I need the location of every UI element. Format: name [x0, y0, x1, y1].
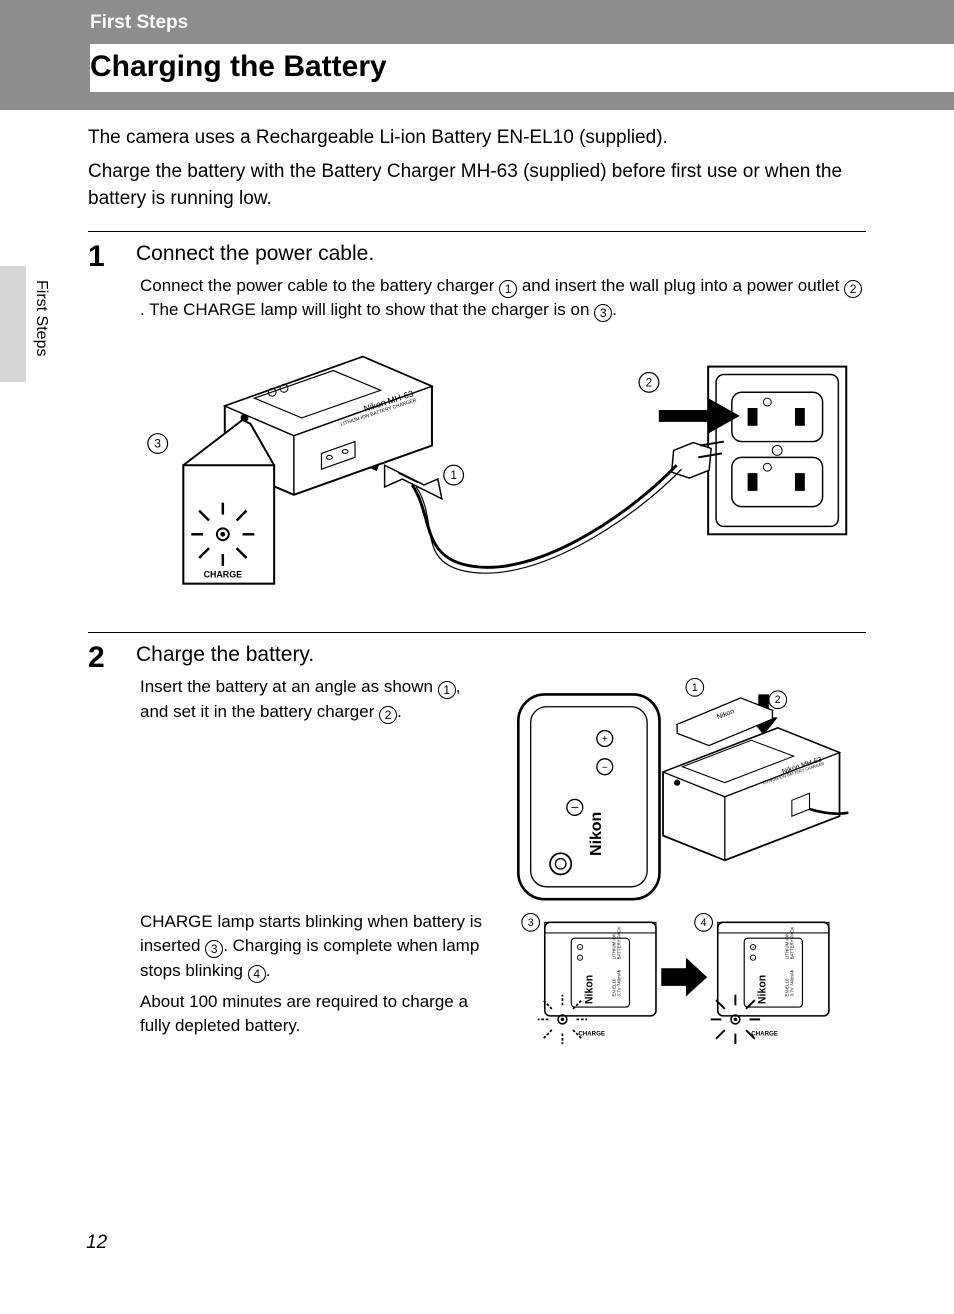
svg-text:−: − — [752, 955, 755, 960]
callout-1-icon: 1 — [444, 465, 464, 485]
charge-label-b1: CHARGE — [578, 1030, 605, 1037]
s2-p2c: . — [266, 961, 271, 980]
svg-text:1: 1 — [692, 682, 698, 694]
svg-text:3: 3 — [528, 917, 534, 929]
charger-blinking-icon: Nikon LITHIUM ION BATTERY PACK EN-EL10 3… — [538, 922, 656, 1044]
step-2-p1: Insert the battery at an angle as shown … — [136, 675, 489, 724]
charge-label-b2: CHARGE — [751, 1030, 778, 1037]
cable-connector-icon — [385, 465, 442, 499]
step-2-row-b: CHARGE lamp starts blinking when battery… — [136, 910, 866, 1056]
svg-text:3.7V 740mAh: 3.7V 740mAh — [790, 969, 795, 996]
circled-s2-3-icon: 3 — [205, 940, 223, 958]
step-1-diagram: Nikon MH-63 LITHIUM ION BATTERY CHARGER … — [136, 337, 866, 603]
intro-text: The camera uses a Rechargeable Li-ion Ba… — [88, 124, 866, 213]
circled-1-icon: 1 — [499, 280, 517, 298]
zoom-callout-icon: CHARGE — [183, 420, 274, 584]
side-tab — [0, 266, 26, 382]
circled-s2-2-icon: 2 — [379, 706, 397, 724]
step-2-number: 2 — [88, 643, 120, 1056]
step-1-title: Connect the power cable. — [136, 242, 866, 266]
svg-text:2: 2 — [646, 375, 653, 389]
step-2-title: Charge the battery. — [136, 643, 866, 667]
side-tab-label: First Steps — [32, 280, 50, 356]
step-2-row-a: Insert the battery at an angle as shown … — [136, 675, 866, 909]
svg-text:−: − — [602, 763, 608, 774]
svg-text:−: − — [579, 955, 582, 960]
callout-2-icon: 2 — [639, 372, 659, 392]
circled-s2-1-icon: 1 — [438, 681, 456, 699]
charger-iso-icon: Nikon MH-63 LITHIUM ION BATTERY CHARGER — [663, 728, 848, 860]
charge-label: CHARGE — [204, 570, 242, 580]
title-band: Charging the Battery — [90, 44, 954, 92]
s1-text-a: Connect the power cable to the battery c… — [140, 276, 499, 295]
svg-text:LITHIUM ION: LITHIUM ION — [784, 932, 789, 959]
s1-text-c: . The CHARGE lamp will light to show tha… — [140, 300, 594, 319]
svg-text:BATTERY PACK: BATTERY PACK — [617, 926, 622, 959]
battery-brand-b1: Nikon — [583, 974, 595, 1003]
intro-p2: Charge the battery with the Battery Char… — [88, 158, 866, 213]
charger-steady-icon: Nikon LITHIUM ION BATTERY PACK EN-EL10 3… — [711, 922, 829, 1044]
s2-p1a: Insert the battery at an angle as shown — [140, 677, 438, 696]
step-2: 2 Charge the battery. Insert the battery… — [88, 632, 866, 1056]
svg-text:1: 1 — [450, 468, 457, 482]
step-2-diagram-b: 3 4 Niko — [513, 910, 866, 1051]
svg-text:2: 2 — [775, 695, 781, 707]
svg-text:+: + — [579, 945, 582, 950]
section-label: First Steps — [90, 12, 954, 34]
battery-brand-b2: Nikon — [756, 974, 768, 1003]
callout-s2-4-icon: 4 — [695, 913, 713, 931]
s1-text-b: and insert the wall plug into a power ou… — [517, 276, 844, 295]
step-2-p2: CHARGE lamp starts blinking when battery… — [136, 910, 489, 984]
svg-text:+: + — [602, 734, 608, 745]
intro-p1: The camera uses a Rechargeable Li-ion Ba… — [88, 124, 866, 152]
s2-p1c: . — [397, 702, 402, 721]
step-2-diagram-a: 1 2 + − — [513, 675, 866, 904]
circled-2-icon: 2 — [844, 280, 862, 298]
page-number: 12 — [86, 1232, 107, 1254]
svg-text:BATTERY PACK: BATTERY PACK — [790, 926, 795, 959]
svg-text:EN-EL10: EN-EL10 — [784, 978, 789, 996]
step-2-p3: About 100 minutes are required to charge… — [136, 990, 489, 1039]
svg-text:+: + — [752, 945, 755, 950]
callout-s2-1-icon: 1 — [686, 679, 704, 697]
circled-3-icon: 3 — [594, 304, 612, 322]
step-1-number: 1 — [88, 242, 120, 615]
battery-brand: Nikon — [588, 812, 605, 856]
step-1: 1 Connect the power cable. Connect the p… — [88, 231, 866, 615]
callout-s2-2-icon: 2 — [769, 691, 787, 709]
svg-text:4: 4 — [701, 917, 707, 929]
svg-text:EN-EL10: EN-EL10 — [611, 978, 616, 996]
circled-s2-4-icon: 4 — [248, 965, 266, 983]
callout-3-icon: 3 — [148, 434, 168, 454]
s1-text-d: . — [612, 300, 617, 319]
svg-text:3: 3 — [154, 436, 161, 450]
svg-text:3.7V 740mAh: 3.7V 740mAh — [617, 969, 622, 996]
svg-text:LITHIUM ION: LITHIUM ION — [611, 932, 616, 959]
content-area: The camera uses a Rechargeable Li-ion Ba… — [0, 110, 954, 1056]
callout-s2-3-icon: 3 — [522, 913, 540, 931]
arrow-right-icon — [661, 957, 707, 996]
step-2-body: Charge the battery. Insert the battery a… — [136, 643, 866, 1056]
battery-topview-icon: + − Nikon — [518, 695, 659, 900]
page-title: Charging the Battery — [90, 50, 954, 84]
header-band: First Steps Charging the Battery — [0, 0, 954, 110]
step-1-desc: Connect the power cable to the battery c… — [136, 274, 866, 323]
wall-outlet-icon — [708, 367, 846, 535]
step-1-body: Connect the power cable. Connect the pow… — [136, 242, 866, 615]
